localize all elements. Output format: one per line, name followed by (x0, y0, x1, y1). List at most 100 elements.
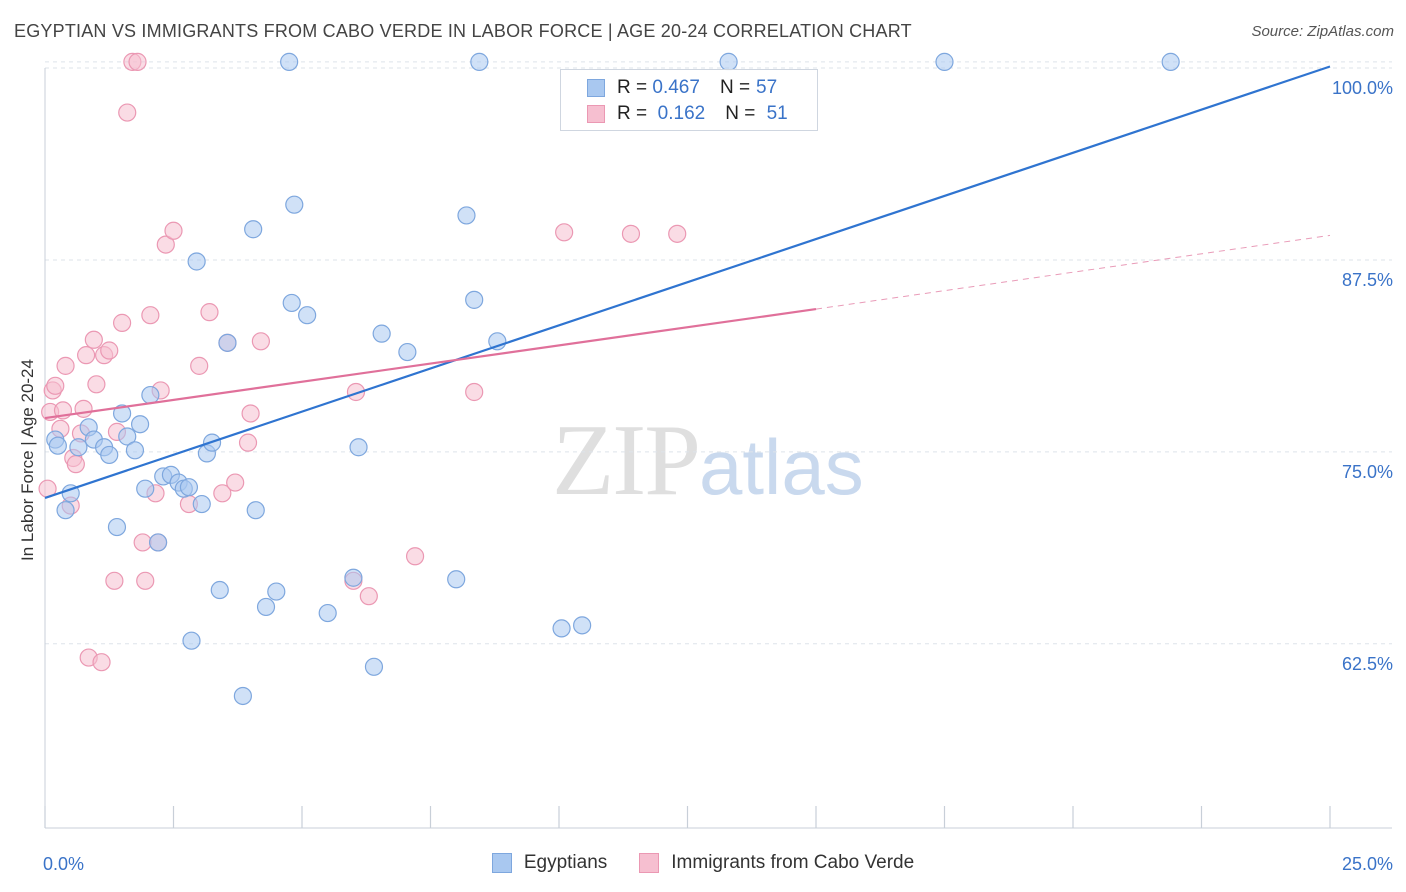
watermark: ZIPatlas (552, 402, 864, 519)
legend-r-label: R = (617, 103, 648, 124)
egyptian-point (573, 616, 592, 635)
egyptian-point (107, 517, 127, 537)
cabo-verde-point (46, 376, 65, 395)
axis-layer (44, 68, 1392, 829)
y-tick-label: 75.0% (1342, 462, 1393, 482)
cabo-verde-trend-line (44, 307, 817, 420)
egyptian-point (447, 570, 466, 589)
egyptian-point (1161, 52, 1180, 71)
legend-r-value: 0.467 (652, 77, 700, 98)
legend-row-cabo-verde: R = 0.162 N = 51 (587, 102, 788, 126)
egyptian-point (398, 342, 417, 362)
egyptian-point (244, 220, 263, 239)
cabo-verde-point (156, 235, 175, 254)
cabo-verde-point (112, 313, 132, 332)
egyptian-point (118, 427, 137, 446)
cabo-verde-point (92, 653, 111, 672)
cabo-verde-trend-extension (815, 234, 1331, 310)
y-tick-label: 100.0% (1332, 78, 1393, 98)
cabo-verde-point (136, 571, 155, 590)
tick-labels: 62.5% 75.0% 87.5% 100.0% 0.0% 25.0% (43, 78, 1393, 874)
legend-n-label: N = (719, 77, 751, 98)
cabo-verde-point (668, 224, 687, 243)
egyptian-point (465, 290, 484, 309)
egyptian-point (280, 52, 299, 71)
series-legend: Egyptians Immigrants from Cabo Verde (0, 852, 1406, 874)
egyptian-point (233, 686, 252, 706)
cabo-verde-point (164, 221, 183, 240)
legend-swatch-pink (587, 105, 605, 123)
watermark-zip: ZIP (552, 404, 701, 517)
cabo-verde-point (241, 404, 260, 423)
cabo-verde-point (105, 571, 124, 590)
cabo-verde-point (77, 346, 96, 365)
cabo-verde-label: Immigrants from Cabo Verde (671, 852, 915, 873)
egyptian-point (218, 333, 237, 352)
egyptian-point (141, 385, 160, 405)
x-tick-label: 25.0% (1342, 854, 1393, 874)
egyptian-point (344, 568, 363, 587)
legend-r-label: R = (617, 77, 648, 98)
series-legend-cabo-verde[interactable]: Immigrants from Cabo Verde (639, 852, 914, 874)
egyptian-point (187, 252, 206, 271)
cabo-verde-point (621, 224, 641, 243)
egyptian-point (56, 501, 75, 520)
grid-layer (45, 61, 1392, 645)
egyptian-point (246, 501, 265, 520)
watermark-atlas: atlas (699, 423, 864, 511)
cabo-verde-point (128, 52, 147, 71)
legend-swatch-blue (587, 79, 605, 97)
cabo-verde-point (251, 332, 270, 351)
cabo-verde-point (238, 433, 258, 452)
egyptian-point (192, 494, 211, 514)
egyptian-point (61, 484, 80, 503)
egyptian-point (48, 436, 67, 455)
cabo-verde-point (405, 547, 425, 566)
egyptian-point (69, 438, 88, 457)
egyptians-swatch (491, 853, 512, 873)
correlation-legend: R = 0.467 N = 57 R = 0.162 N = 51 (560, 69, 818, 131)
cabo-verde-point (100, 341, 119, 360)
chart-title: EGYPTIAN VS IMMIGRANTS FROM CABO VERDE I… (14, 21, 912, 41)
y-tick-label: 87.5% (1342, 270, 1393, 290)
egyptian-point (210, 580, 229, 600)
egyptian-point (100, 445, 119, 465)
egyptian-point (298, 306, 317, 325)
egyptian-point (182, 631, 201, 650)
egyptian-point (552, 619, 571, 638)
cabo-verde-point (74, 399, 93, 418)
legend-row-egyptians: R = 0.467 N = 57 (587, 76, 777, 100)
cabo-verde-point (56, 356, 75, 375)
legend-n-value: 51 (766, 103, 788, 124)
egyptian-point (470, 52, 489, 71)
egyptians-trend-line (44, 65, 1331, 499)
egyptian-point (372, 324, 391, 343)
egyptian-point (256, 597, 276, 617)
cabo-verde-point (118, 103, 137, 122)
cabo-verde-point (346, 382, 366, 402)
cabo-verde-swatch (639, 853, 660, 873)
cabo-verde-point (190, 356, 209, 375)
egyptian-point (282, 293, 301, 313)
source-credit: Source: ZipAtlas.com (1251, 23, 1394, 40)
cabo-verde-point (200, 303, 219, 322)
x-tick-label: 0.0% (43, 854, 84, 874)
cabo-verde-point (133, 533, 152, 552)
cabo-verde-point (66, 455, 85, 474)
egyptian-point (148, 533, 168, 552)
cabo-verde-point (87, 375, 106, 394)
cabo-verde-point (555, 223, 574, 242)
egyptian-point (285, 195, 304, 214)
egyptian-point (130, 415, 150, 434)
cabo-verde-point (213, 484, 232, 503)
series-legend-egyptians[interactable]: Egyptians (491, 852, 607, 874)
egyptian-points (46, 52, 1180, 706)
egyptian-point (179, 478, 199, 497)
egyptian-point (112, 404, 132, 423)
legend-n-label: N = (725, 103, 756, 124)
cabo-verde-point (226, 473, 245, 492)
cabo-verde-point (359, 587, 378, 606)
egyptian-point (935, 52, 954, 71)
egyptian-point (318, 603, 337, 623)
